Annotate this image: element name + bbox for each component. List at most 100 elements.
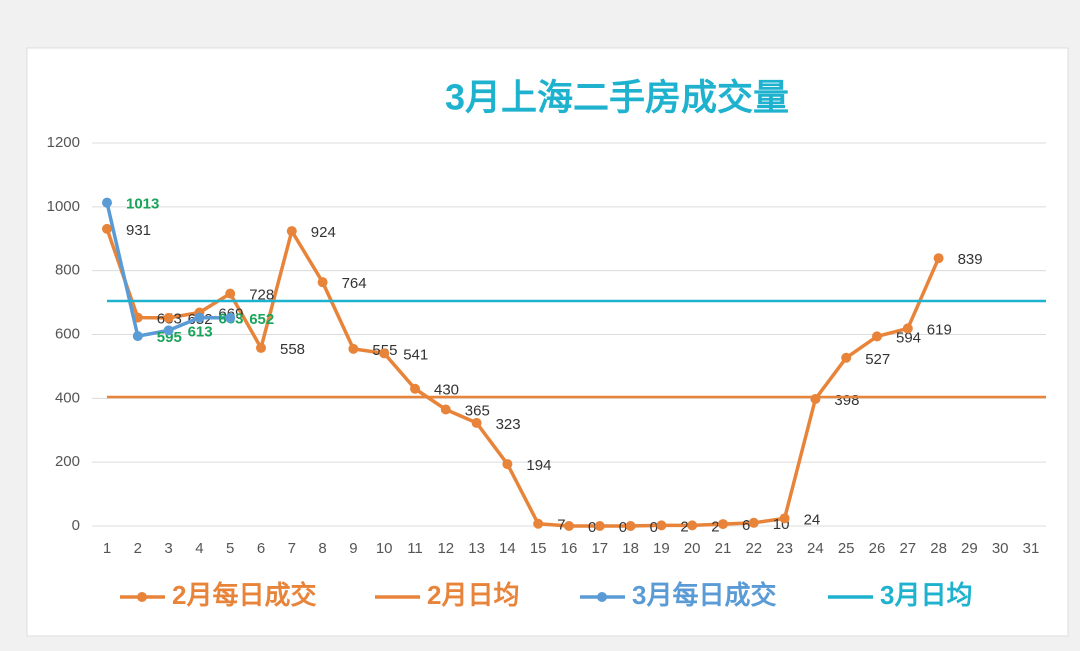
point [841, 352, 852, 363]
point [656, 520, 667, 531]
x-tick-label: 1 [103, 540, 111, 557]
x-tick-label: 24 [807, 540, 824, 557]
y-tick-label: 1200 [47, 134, 80, 151]
data-label: 594 [896, 329, 921, 346]
point [779, 513, 790, 524]
point [810, 393, 821, 404]
point [564, 521, 574, 531]
point [348, 343, 359, 354]
y-tick-label: 600 [55, 325, 80, 342]
point [471, 417, 482, 428]
y-tick-label: 0 [72, 517, 80, 534]
chart-panel [26, 47, 1069, 637]
point [502, 459, 513, 470]
point [410, 383, 420, 394]
x-tick-label: 10 [376, 540, 393, 557]
x-tick-label: 25 [838, 540, 855, 557]
data-label: 323 [496, 416, 521, 433]
data-label: 541 [403, 346, 428, 363]
point [163, 325, 174, 336]
point [163, 312, 174, 323]
data-label: 527 [865, 351, 890, 368]
x-tick-label: 3 [164, 540, 172, 557]
x-tick-label: 4 [195, 540, 203, 557]
data-label: 0 [619, 519, 627, 536]
chart-title: 3月上海二手房成交量 [445, 77, 789, 118]
data-label: 24 [804, 511, 821, 528]
point [718, 519, 728, 530]
point [440, 404, 451, 415]
y-tick-label: 800 [55, 262, 80, 279]
legend-label: 2月每日成交 [172, 580, 316, 610]
point [194, 312, 205, 323]
x-tick-label: 28 [930, 540, 947, 557]
data-label: 595 [157, 329, 182, 346]
data-label: 2 [711, 518, 719, 535]
data-label: 194 [526, 457, 551, 474]
x-tick-label: 14 [499, 540, 516, 557]
point [872, 331, 882, 342]
data-label: 728 [249, 287, 274, 304]
data-label: 0 [650, 519, 658, 536]
x-tick-label: 27 [899, 540, 916, 557]
x-tick-label: 13 [468, 540, 485, 557]
x-tick-label: 7 [288, 540, 296, 557]
data-label: 619 [927, 321, 952, 338]
point [102, 197, 112, 208]
data-label: 365 [465, 402, 490, 419]
x-tick-label: 20 [684, 540, 701, 557]
x-tick-label: 15 [530, 540, 547, 557]
data-label: 652 [249, 311, 274, 328]
point [902, 323, 913, 334]
data-label: 430 [434, 382, 459, 399]
x-tick-label: 11 [407, 540, 423, 557]
legend-label: 3月每日成交 [632, 580, 776, 610]
point [748, 517, 759, 528]
x-tick-label: 9 [349, 540, 357, 557]
x-tick-label: 30 [992, 540, 1009, 557]
legend-label: 3月日均 [880, 580, 972, 610]
data-label: 6 [742, 517, 750, 534]
point [533, 518, 544, 529]
x-tick-label: 19 [653, 540, 670, 557]
x-tick-label: 2 [134, 540, 142, 557]
point [687, 520, 698, 531]
data-label: 0 [588, 519, 596, 536]
x-tick-label: 21 [715, 540, 732, 557]
point [379, 348, 390, 359]
data-label: 558 [280, 341, 305, 358]
x-tick-label: 16 [561, 540, 578, 557]
data-label: 764 [342, 275, 367, 292]
point [286, 226, 297, 237]
data-label: 1013 [126, 196, 159, 213]
y-tick-label: 1000 [47, 198, 80, 215]
data-label: 931 [126, 222, 151, 239]
x-tick-label: 5 [226, 540, 234, 557]
point [594, 521, 605, 531]
x-tick-label: 18 [622, 540, 639, 557]
point [102, 223, 112, 234]
legend-marker [597, 592, 607, 602]
x-tick-label: 6 [257, 540, 265, 557]
point [625, 521, 636, 531]
x-tick-label: 29 [961, 540, 978, 557]
x-tick-label: 12 [437, 540, 454, 557]
data-label: 924 [311, 224, 336, 241]
data-label: 839 [958, 251, 983, 268]
x-tick-label: 17 [591, 540, 608, 557]
x-tick-label: 23 [776, 540, 793, 557]
y-tick-label: 400 [55, 389, 80, 406]
data-label: 2 [680, 518, 688, 535]
point [225, 288, 236, 299]
point [225, 312, 236, 323]
data-label: 398 [834, 392, 859, 409]
x-tick-label: 8 [318, 540, 326, 557]
x-tick-label: 22 [745, 540, 762, 557]
x-tick-label: 26 [869, 540, 886, 557]
y-tick-label: 200 [55, 453, 80, 470]
x-tick-label: 31 [1023, 540, 1040, 557]
legend-label: 2月日均 [427, 580, 519, 610]
point [933, 253, 944, 264]
point [256, 342, 266, 353]
